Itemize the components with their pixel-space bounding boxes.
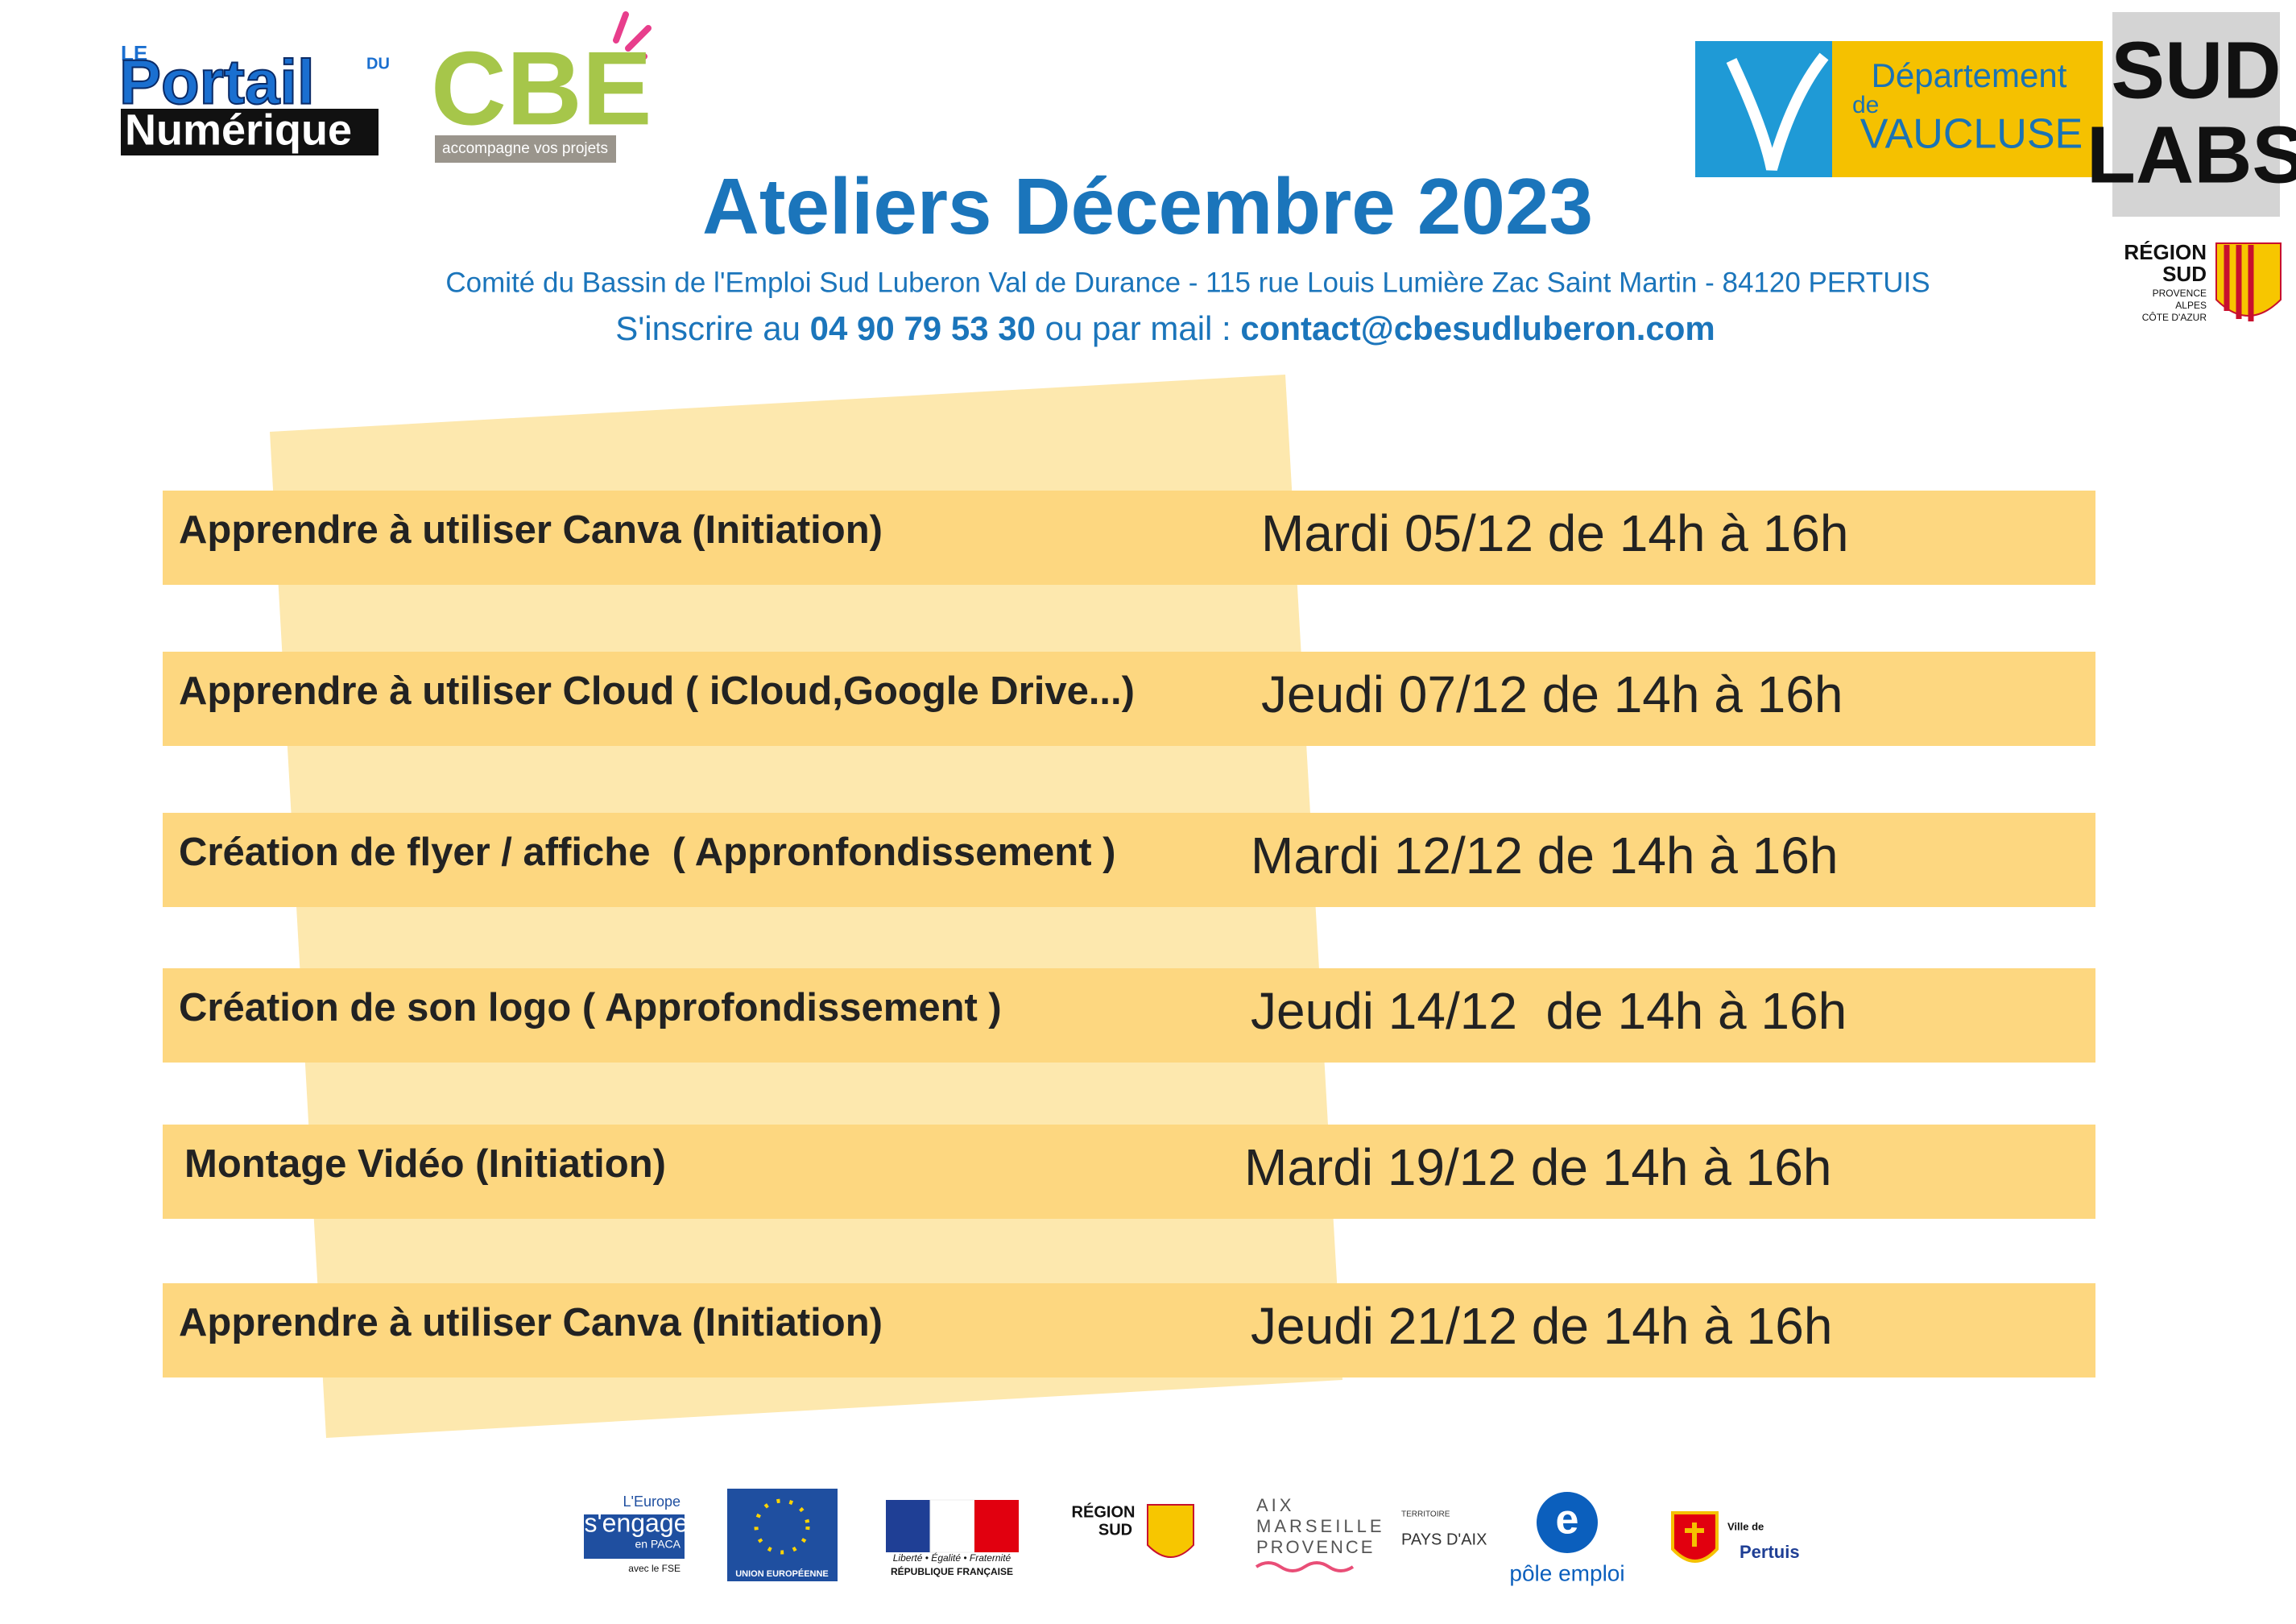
logo-portail: LE Portail DU Numérique [118, 41, 390, 155]
row-band [163, 652, 2095, 746]
logo-mark: e [1556, 1497, 1579, 1543]
logo-text: MARSEILLE [1256, 1516, 1385, 1536]
contact-email: contact@cbesudluberon.com [1240, 309, 1715, 347]
workshop-date: Jeudi 21/12 de 14h à 16h [1251, 1297, 1832, 1355]
workshop-name: Création de son logo ( Approfondissement… [179, 986, 1002, 1030]
workshop-date: Mardi 12/12 de 14h à 16h [1251, 826, 1838, 884]
logo-wave [1255, 1561, 1355, 1572]
row-band [163, 491, 2095, 585]
logo-text: Liberté • Égalité • Fraternité [893, 1552, 1011, 1564]
logo-text: DU [366, 55, 390, 72]
logo-block [974, 1500, 1019, 1552]
logo-block [929, 1499, 975, 1553]
workshop-name: Apprendre à utiliser Canva (Initiation) [179, 508, 883, 552]
logo-text: Numérique [125, 106, 352, 154]
logo-text: PROVENCE [1256, 1537, 1375, 1557]
logo-text: ALPES [2175, 300, 2207, 311]
logo-text: PROVENCE [2153, 288, 2207, 299]
logo-band [121, 109, 379, 155]
logo-text: SUD [2162, 262, 2207, 286]
logo-block [1832, 41, 2103, 177]
workshop-name: Création de flyer / affiche ( Appronfond… [179, 831, 1115, 874]
contact-text: ou par mail : [1036, 309, 1240, 347]
logo-sudlabs: SUD LABS [2087, 12, 2296, 217]
contact-text: S'inscrire au [615, 309, 809, 347]
logo-vaucluse: Département de VAUCLUSE [1695, 41, 2103, 177]
contact-line: S'inscrire au 04 90 79 53 30 ou par mail… [615, 309, 1715, 347]
workshop-date: Mardi 19/12 de 14h à 16h [1244, 1138, 1831, 1196]
logo-text: L'Europe [623, 1494, 681, 1510]
logo-text: SUD [2111, 25, 2281, 115]
logo-text: VAUCLUSE [1860, 111, 2083, 158]
logo-text: en PACA [635, 1538, 681, 1551]
logo-block [2112, 12, 2280, 217]
logo-text: accompagne vos projets [442, 140, 608, 157]
workshop-date: Mardi 05/12 de 14h à 16h [1261, 504, 1848, 562]
logo-region: RÉGION SUD PROVENCE ALPES CÔTE D'AZUR [2124, 240, 2282, 323]
contact-phone: 04 90 79 53 30 [810, 309, 1036, 347]
logo-shield [1147, 1504, 1194, 1558]
logo-text: Ville de [1727, 1520, 1764, 1532]
logo-text: Département [1872, 56, 2067, 94]
logo-text: AIX [1256, 1495, 1294, 1515]
logo-text: LE [121, 41, 147, 65]
logo-rays [613, 11, 652, 64]
row-band [163, 968, 2095, 1063]
logo-block [886, 1500, 930, 1552]
logo-circle [1537, 1492, 1598, 1553]
logo-text: de [1852, 92, 1879, 118]
workshop-name: Montage Vidéo (Initiation) [184, 1142, 666, 1186]
logo-stars [754, 1498, 810, 1555]
workshop-row: Apprendre à utiliser Cloud ( iCloud,Goog… [163, 652, 2095, 746]
logo-text: LABS [2087, 110, 2296, 200]
logo-block [584, 1514, 685, 1559]
logo-band [727, 1565, 838, 1581]
workshop-row: Montage Vidéo (Initiation) Mardi 19/12 de… [163, 1125, 2095, 1219]
row-band [163, 813, 2095, 907]
footer-logos: L'Europe s'engage en PACA avec le FSE UN… [584, 1489, 1800, 1585]
logo-text: Portail [119, 47, 315, 118]
logo-text: CÔTE D'AZUR [2142, 311, 2207, 323]
logo-text: UNION EUROPÉENNE [735, 1568, 829, 1579]
page-title: Ateliers Décembre 2023 [702, 162, 1593, 251]
logo-text: TERRITOIRE [1401, 1510, 1450, 1519]
workshop-date: Jeudi 14/12 de 14h à 16h [1251, 982, 1847, 1040]
workshop-list: Apprendre à utiliser Canva (Initiation) M… [163, 491, 2095, 1378]
row-band [163, 1283, 2095, 1378]
logo-v [1726, 52, 1829, 171]
address: Comité du Bassin de l'Emploi Sud Luberon… [445, 267, 1930, 298]
workshop-name: Apprendre à utiliser Cloud ( iCloud,Goog… [179, 669, 1135, 713]
workshop-row: Apprendre à utiliser Canva (Initiation) M… [163, 491, 2095, 585]
row-band [163, 1125, 2095, 1219]
logo-text: RÉGION [2124, 240, 2207, 264]
logo-text: Pertuis [1740, 1542, 1800, 1562]
logo-text: RÉPUBLIQUE FRANÇAISE [891, 1565, 1013, 1577]
workshop-date: Jeudi 07/12 de 14h à 16h [1261, 665, 1843, 723]
logo-text: s'engage [585, 1508, 689, 1537]
logo-text: RÉGION [1072, 1502, 1136, 1521]
workshop-name: Apprendre à utiliser Canva (Initiation) [179, 1301, 883, 1344]
logo-band [435, 135, 616, 163]
logo-lily [1685, 1522, 1704, 1547]
logo-text: PAYS D'AIX [1401, 1531, 1487, 1548]
workshop-row: Apprendre à utiliser Canva (Initiation) J… [163, 1283, 2095, 1378]
workshop-row: Création de son logo ( Approfondissement… [163, 968, 2095, 1063]
logo-text: pôle emploi [1509, 1560, 1624, 1585]
logo-cbe: CBE accompagne vos projets [431, 11, 652, 163]
workshop-row: Création de flyer / affiche ( Appronfond… [163, 813, 2095, 907]
logo-stripes [2224, 245, 2254, 321]
logo-text: CBE [431, 29, 652, 147]
logo-text: avec le FSE [628, 1563, 681, 1574]
logo-text: SUD [1098, 1521, 1132, 1539]
